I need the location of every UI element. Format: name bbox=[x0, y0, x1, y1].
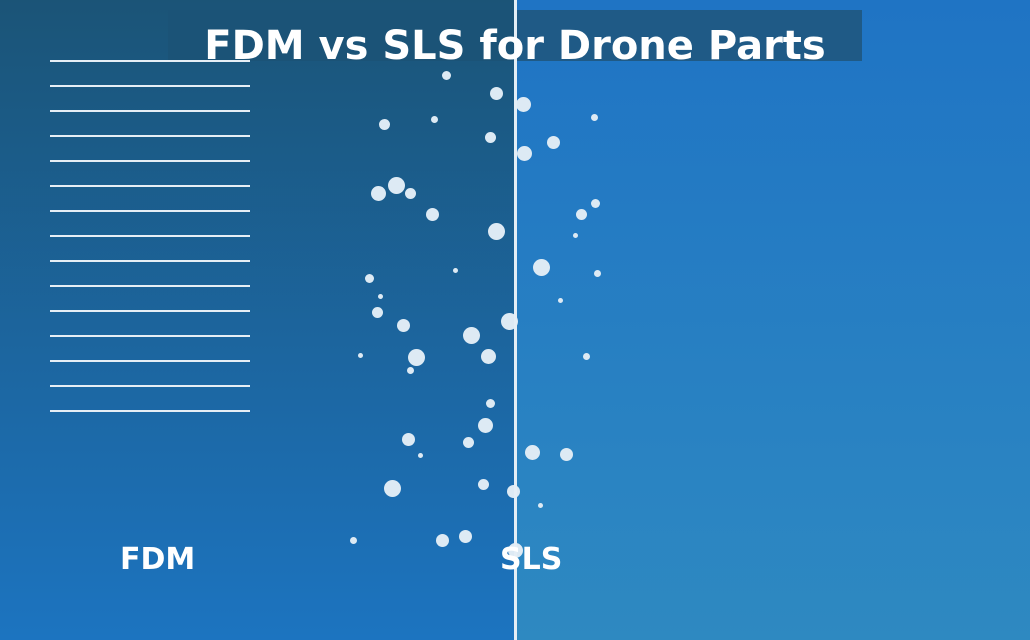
sls-particle bbox=[349, 536, 357, 544]
fdm-layer-line bbox=[50, 335, 250, 337]
sls-particle bbox=[371, 306, 383, 318]
sls-particle bbox=[590, 198, 600, 208]
sls-particle bbox=[430, 115, 438, 123]
sls-particle bbox=[378, 118, 390, 130]
sls-label: SLS bbox=[500, 542, 563, 577]
sls-particle bbox=[387, 176, 405, 194]
sls-particle bbox=[396, 318, 410, 332]
fdm-layer-line bbox=[50, 235, 250, 237]
sls-particle bbox=[480, 348, 496, 364]
sls-particle bbox=[435, 533, 449, 547]
sls-particle bbox=[590, 113, 598, 121]
sls-particle bbox=[401, 432, 415, 446]
fdm-layer-line bbox=[50, 135, 250, 137]
sls-particle bbox=[383, 479, 401, 497]
sls-particle bbox=[477, 478, 489, 490]
sls-particle bbox=[404, 187, 416, 199]
sls-particle bbox=[458, 529, 472, 543]
sls-particle bbox=[516, 145, 532, 161]
fdm-layer-line bbox=[50, 110, 250, 112]
fdm-label: FDM bbox=[120, 542, 196, 577]
sls-particle bbox=[506, 484, 520, 498]
fdm-layer-line bbox=[50, 410, 250, 412]
sls-particle bbox=[532, 258, 550, 276]
sls-particle bbox=[489, 86, 503, 100]
fdm-layer-line bbox=[50, 210, 250, 212]
sls-particle bbox=[572, 232, 578, 238]
sls-particle bbox=[370, 185, 386, 201]
sls-particle bbox=[487, 222, 505, 240]
sls-particle bbox=[452, 267, 458, 273]
fdm-layer-line bbox=[50, 385, 250, 387]
sls-particle bbox=[462, 326, 480, 344]
sls-panel bbox=[515, 0, 1030, 640]
sls-particle bbox=[575, 208, 587, 220]
title-band-left bbox=[168, 10, 514, 61]
fdm-layer-lines bbox=[0, 0, 300, 640]
sls-particle bbox=[559, 447, 573, 461]
sls-particle bbox=[546, 135, 560, 149]
fdm-panel bbox=[0, 0, 515, 640]
sls-particle bbox=[357, 352, 363, 358]
sls-particle bbox=[524, 444, 540, 460]
fdm-layer-line bbox=[50, 185, 250, 187]
page-title: FDM vs SLS for Drone Parts bbox=[204, 23, 826, 69]
sls-particle bbox=[477, 417, 493, 433]
sls-particle bbox=[407, 348, 425, 366]
sls-particle bbox=[582, 352, 590, 360]
sls-particle bbox=[417, 452, 423, 458]
sls-particle bbox=[515, 96, 531, 112]
fdm-layer-line bbox=[50, 285, 250, 287]
sls-particle bbox=[593, 269, 601, 277]
sls-particle bbox=[462, 436, 474, 448]
fdm-layer-line bbox=[50, 85, 250, 87]
sls-particle bbox=[500, 312, 518, 330]
fdm-layer-line bbox=[50, 160, 250, 162]
sls-particle bbox=[406, 366, 414, 374]
fdm-layer-line bbox=[50, 260, 250, 262]
title-band-right bbox=[517, 10, 862, 61]
sls-particle bbox=[441, 70, 451, 80]
sls-particle bbox=[377, 293, 383, 299]
sls-particle bbox=[485, 398, 495, 408]
sls-particle bbox=[484, 131, 496, 143]
sls-particle bbox=[557, 297, 563, 303]
sls-particle bbox=[364, 273, 374, 283]
sls-particle bbox=[425, 207, 439, 221]
fdm-layer-line bbox=[50, 310, 250, 312]
fdm-layer-line bbox=[50, 60, 250, 62]
sls-particle bbox=[537, 502, 543, 508]
center-divider bbox=[514, 0, 517, 640]
fdm-layer-line bbox=[50, 360, 250, 362]
